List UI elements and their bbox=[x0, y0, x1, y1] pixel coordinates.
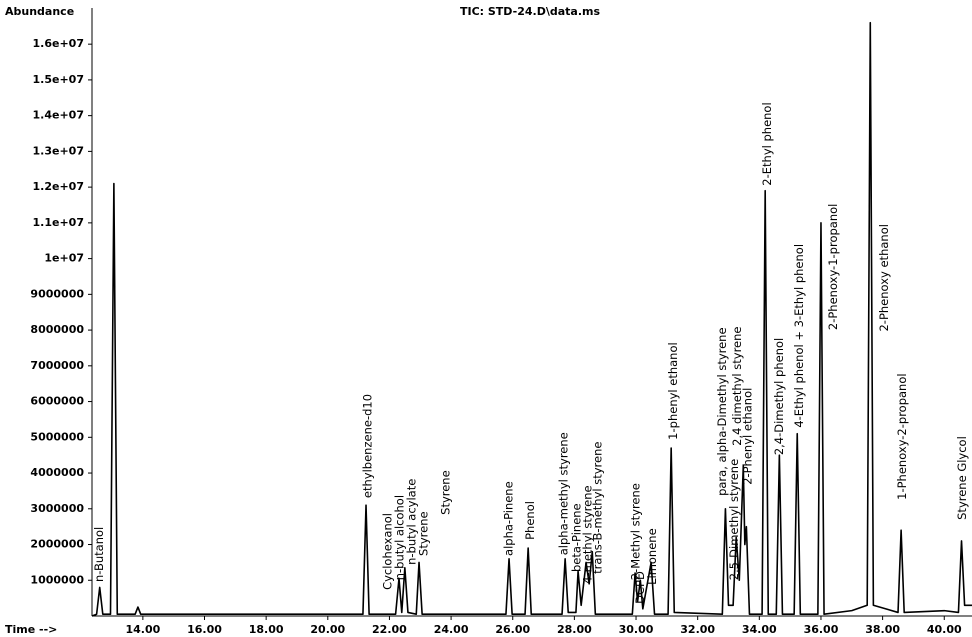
x-tick-label: 40.00 bbox=[927, 623, 962, 636]
y-axis-label: Abundance bbox=[5, 5, 74, 18]
y-tick-label: 1.4e+07 bbox=[33, 109, 84, 122]
x-tick-label: 20.00 bbox=[310, 623, 345, 636]
peak-label: 4-methyl styrene bbox=[581, 485, 595, 583]
peak-label: Phenol bbox=[523, 501, 537, 540]
peak-label: 2,5-Dimethyl styrene bbox=[727, 459, 741, 580]
x-tick-label: 28.00 bbox=[557, 623, 592, 636]
x-tick-label: 14.00 bbox=[125, 623, 160, 636]
peak-label: 1-phenyl ethanol bbox=[666, 342, 680, 440]
x-tick-label: 16.00 bbox=[187, 623, 222, 636]
x-tick-label: 30.00 bbox=[619, 623, 654, 636]
y-tick-label: 9000000 bbox=[30, 287, 84, 300]
x-tick-label: 26.00 bbox=[495, 623, 530, 636]
peak-label: 2-Phenyl ethanol bbox=[741, 388, 755, 485]
y-tick-label: 3000000 bbox=[30, 502, 84, 515]
y-tick-label: 8000000 bbox=[30, 323, 84, 336]
peak-label: 2-Ethyl phenol bbox=[760, 102, 774, 185]
peak-label: para, alpha-Dimethyl styrene bbox=[715, 327, 729, 495]
y-tick-label: 6000000 bbox=[30, 395, 84, 408]
peak-label: 2-Phenoxy ethanol bbox=[877, 224, 891, 331]
chart-title: TIC: STD-24.D\data.ms bbox=[460, 5, 600, 18]
peak-label: Limonene bbox=[645, 528, 659, 585]
peak-label: DCPD bbox=[633, 571, 647, 604]
peak-label: 2-Methyl styrene bbox=[629, 483, 643, 580]
x-tick-label: 34.00 bbox=[742, 623, 777, 636]
y-tick-label: 7000000 bbox=[30, 359, 84, 372]
peak-label: n-butyl acylate bbox=[404, 479, 418, 565]
peak-label: Cyclohexanol bbox=[380, 513, 394, 590]
x-tick-label: 36.00 bbox=[804, 623, 839, 636]
peak-label: n-Butanol bbox=[92, 527, 106, 582]
y-tick-label: 1000000 bbox=[30, 573, 84, 586]
x-tick-label: 38.00 bbox=[865, 623, 900, 636]
peak-label: Styrene bbox=[416, 511, 430, 556]
x-tick-label: 32.00 bbox=[680, 623, 715, 636]
x-tick-label: 22.00 bbox=[372, 623, 407, 636]
peak-label: 2-Phenoxy-1-propanol bbox=[826, 204, 840, 330]
y-tick-label: 1.2e+07 bbox=[33, 180, 84, 193]
peak-label: 2,4 dimethyl styrene bbox=[730, 326, 744, 445]
peak-label: 1-Phenoxy-2-propanol bbox=[895, 373, 909, 499]
peak-label: 2,4-Dimethyl phenol bbox=[772, 338, 786, 455]
peak-label: alpha-Pinene bbox=[502, 481, 516, 556]
peak-label: Styrene bbox=[439, 470, 453, 515]
peak-label: 4-Ethyl phenol + 3-Ethyl phenol bbox=[792, 244, 806, 428]
y-tick-label: 1.1e+07 bbox=[33, 216, 84, 229]
x-tick-label: 18.00 bbox=[249, 623, 284, 636]
peak-label: beta-Pinene bbox=[570, 503, 584, 572]
y-tick-label: 5000000 bbox=[30, 430, 84, 443]
peak-label: trans-B-methyl styrene bbox=[591, 442, 605, 574]
y-tick-label: 4000000 bbox=[30, 466, 84, 479]
x-axis-label: Time --> bbox=[5, 623, 57, 636]
trace bbox=[91, 21, 972, 617]
y-tick-label: 2000000 bbox=[30, 538, 84, 551]
peak-label: Styrene Glycol bbox=[955, 436, 969, 520]
peak-label: alpha-methyl styrene bbox=[557, 432, 571, 555]
y-tick-label: 1e+07 bbox=[44, 252, 84, 265]
y-tick-label: 1.5e+07 bbox=[33, 73, 84, 86]
y-tick-label: 1.6e+07 bbox=[33, 37, 84, 50]
peak-label: ethylbenzene-d10 bbox=[360, 394, 374, 498]
x-tick-label: 24.00 bbox=[434, 623, 469, 636]
y-tick-label: 1.3e+07 bbox=[33, 144, 84, 157]
peak-label: n-butyl alcohol bbox=[393, 495, 407, 580]
